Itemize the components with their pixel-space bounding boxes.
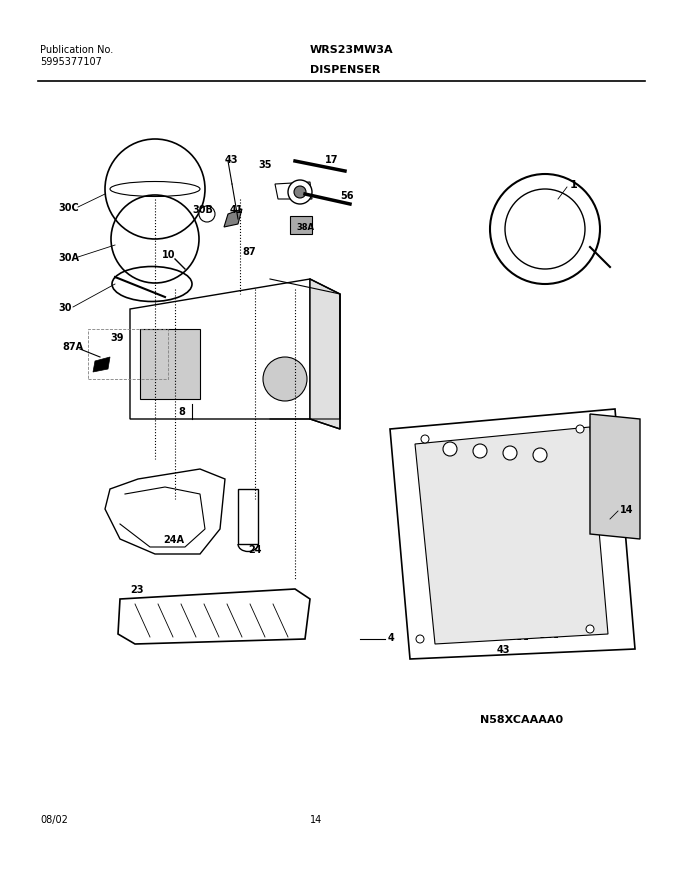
Text: N58XCAAAA0: N58XCAAAA0 — [480, 714, 563, 724]
Circle shape — [533, 448, 547, 462]
Circle shape — [503, 447, 517, 461]
Polygon shape — [590, 415, 640, 540]
Text: 43: 43 — [225, 155, 239, 165]
Text: 8: 8 — [178, 407, 185, 416]
Circle shape — [576, 426, 584, 434]
Text: 30: 30 — [58, 302, 71, 313]
Text: 08/02: 08/02 — [40, 814, 68, 824]
Text: 10: 10 — [162, 249, 175, 260]
Text: 24: 24 — [248, 544, 262, 554]
Text: WRS23MW3A: WRS23MW3A — [310, 45, 394, 55]
Text: 35: 35 — [258, 160, 271, 169]
Text: 24A: 24A — [163, 534, 184, 544]
Text: DISPENSER: DISPENSER — [310, 65, 380, 75]
Polygon shape — [130, 280, 310, 420]
Circle shape — [263, 357, 307, 401]
Circle shape — [443, 442, 457, 456]
Bar — [140, 329, 200, 400]
Text: 38A: 38A — [296, 222, 314, 231]
Bar — [290, 216, 312, 235]
Text: 17: 17 — [325, 155, 339, 165]
Text: 43: 43 — [497, 644, 511, 654]
Text: Publication No.: Publication No. — [40, 45, 114, 55]
Text: 87: 87 — [242, 247, 256, 256]
Text: 1: 1 — [570, 180, 578, 189]
Polygon shape — [224, 209, 242, 228]
Polygon shape — [238, 489, 258, 544]
Text: 56: 56 — [340, 191, 354, 201]
Text: 23: 23 — [130, 584, 143, 594]
Text: 87A: 87A — [62, 342, 83, 352]
Circle shape — [294, 187, 306, 199]
Text: 41: 41 — [230, 205, 243, 215]
Text: 14: 14 — [620, 504, 634, 514]
Text: 30C: 30C — [58, 202, 79, 213]
Circle shape — [416, 635, 424, 643]
Polygon shape — [275, 182, 312, 200]
Text: 5995377107: 5995377107 — [40, 57, 102, 67]
Circle shape — [199, 207, 215, 222]
Text: 4: 4 — [388, 633, 395, 642]
Text: 30A: 30A — [58, 253, 79, 262]
Circle shape — [586, 626, 594, 634]
Polygon shape — [390, 409, 635, 660]
Bar — [88, 329, 168, 380]
Circle shape — [288, 181, 312, 205]
Text: 14: 14 — [310, 814, 322, 824]
Text: 30B: 30B — [192, 205, 213, 215]
Polygon shape — [415, 428, 608, 644]
Circle shape — [421, 435, 429, 443]
Polygon shape — [105, 469, 225, 554]
Polygon shape — [118, 589, 310, 644]
Polygon shape — [93, 357, 110, 373]
Circle shape — [473, 444, 487, 459]
Polygon shape — [310, 280, 340, 429]
Text: 39: 39 — [110, 333, 124, 342]
